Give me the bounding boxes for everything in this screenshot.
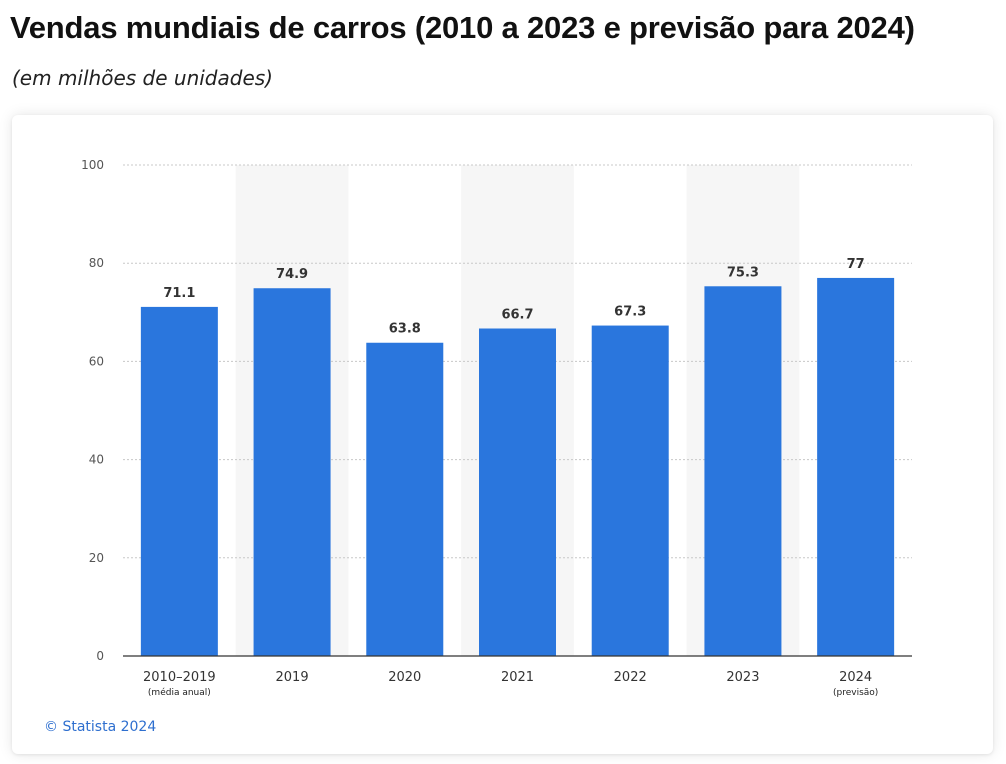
chart-subtitle: (em milhões de unidades) <box>12 66 273 90</box>
copyright-link[interactable]: © Statista 2024 <box>44 719 157 735</box>
bar-2024[interactable] <box>817 277 895 656</box>
data-label: 63.8 <box>389 322 421 337</box>
bar-chart: 0 20 40 60 80 100 71.1 2010–2019 (média anual) 74… <box>81 158 912 698</box>
y-tick-label: 80 <box>89 256 104 270</box>
x-tick-label: 2022 <box>614 670 647 685</box>
x-tick-label: 2020 <box>388 670 421 685</box>
x-tick-label: 2021 <box>501 670 534 685</box>
data-label: 74.9 <box>276 267 308 282</box>
bar-2010–2019[interactable] <box>140 306 218 656</box>
bar-2022[interactable] <box>591 325 669 656</box>
bar-2023[interactable] <box>704 286 782 656</box>
y-tick-label: 20 <box>89 551 104 565</box>
bar-2021[interactable] <box>479 328 556 656</box>
y-tick-label: 0 <box>96 649 104 663</box>
x-tick-label: 2023 <box>726 670 759 685</box>
y-tick-label: 60 <box>89 354 104 368</box>
data-label: 71.1 <box>163 286 195 301</box>
data-label: 77 <box>847 257 865 272</box>
chart-title: Vendas mundiais de carros (2010 a 2023 e… <box>10 10 915 45</box>
x-tick-label: 2024 <box>839 670 872 685</box>
x-tick-label: 2010–2019 <box>143 670 216 685</box>
x-tick-label: 2019 <box>276 670 309 685</box>
bar-2019[interactable] <box>253 288 331 656</box>
data-label: 75.3 <box>727 265 759 280</box>
data-label: 67.3 <box>614 305 646 320</box>
bar-2020[interactable] <box>366 342 444 656</box>
data-label: 66.7 <box>501 308 533 323</box>
x-tick-note: (média anual) <box>148 687 211 698</box>
y-tick-label: 40 <box>89 453 104 467</box>
x-tick-note: (previsão) <box>833 688 878 698</box>
chart-card: 0 20 40 60 80 100 71.1 2010–2019 (média anual) 74… <box>12 115 993 754</box>
y-tick-label: 100 <box>81 158 104 172</box>
